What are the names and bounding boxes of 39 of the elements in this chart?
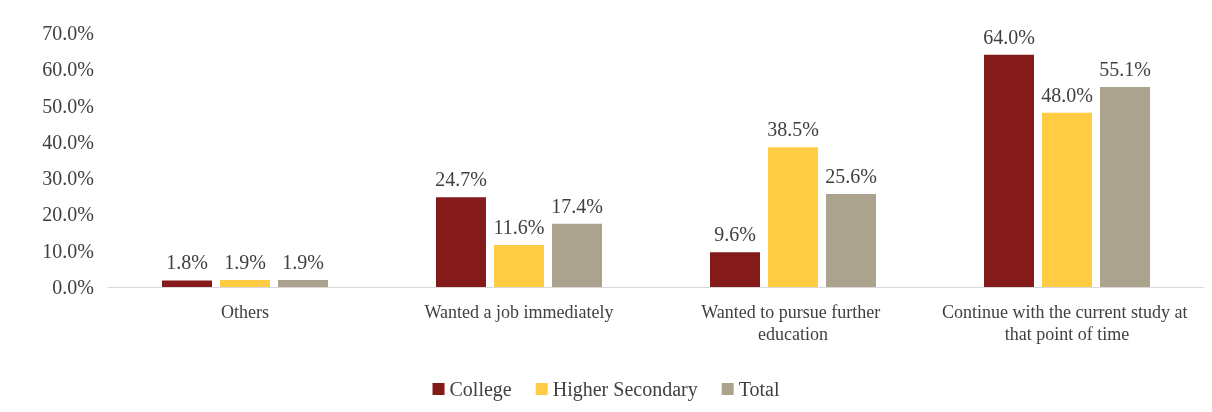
data-label: 25.6% xyxy=(825,165,877,188)
bar xyxy=(552,223,602,287)
data-label: 17.4% xyxy=(551,194,603,217)
bar xyxy=(494,244,544,287)
y-tick-label: 0.0% xyxy=(52,276,94,298)
y-tick-label: 50.0% xyxy=(42,94,94,117)
x-tick-label: Wanted a job immediately xyxy=(424,302,614,322)
data-label: 1.9% xyxy=(282,251,324,274)
bar xyxy=(278,280,328,287)
legend-label: Total xyxy=(738,378,780,400)
bar xyxy=(1042,112,1092,287)
bar xyxy=(436,197,486,287)
x-tick-label: Continue with the current study at that point of time xyxy=(942,302,1192,344)
legend-label: College xyxy=(449,378,512,401)
data-label: 9.6% xyxy=(714,223,756,246)
y-tick-label: 40.0% xyxy=(42,130,94,153)
data-label: 11.6% xyxy=(493,215,545,238)
y-tick-label: 60.0% xyxy=(42,58,94,81)
bar xyxy=(984,54,1034,287)
bar xyxy=(220,280,270,287)
legend-label: Higher Secondary xyxy=(552,378,698,401)
bar xyxy=(768,147,818,287)
data-label: 55.1% xyxy=(1099,58,1151,81)
y-tick-label: 70.0% xyxy=(42,22,94,44)
y-tick-label: 30.0% xyxy=(42,167,94,190)
data-label: 1.9% xyxy=(224,251,266,274)
data-label: 64.0% xyxy=(983,25,1035,48)
x-tick-label: Wanted to pursue further education xyxy=(701,302,885,344)
bar xyxy=(710,252,760,287)
data-label: 1.8% xyxy=(166,251,208,274)
bar xyxy=(1100,87,1150,287)
y-tick-label: 10.0% xyxy=(42,239,94,262)
data-label: 48.0% xyxy=(1041,83,1093,106)
bar xyxy=(826,194,876,287)
bar xyxy=(162,280,212,287)
y-tick-label: 20.0% xyxy=(42,203,94,226)
x-tick-label: Others xyxy=(221,302,269,322)
data-label: 24.7% xyxy=(435,168,487,191)
data-label: 38.5% xyxy=(767,118,819,141)
